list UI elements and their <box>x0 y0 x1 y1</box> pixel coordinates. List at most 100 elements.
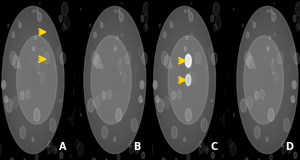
Circle shape <box>150 8 151 10</box>
Circle shape <box>88 99 94 112</box>
Circle shape <box>100 22 103 28</box>
Circle shape <box>294 100 295 102</box>
Ellipse shape <box>251 41 284 119</box>
Circle shape <box>201 118 207 132</box>
Ellipse shape <box>237 6 298 154</box>
Circle shape <box>130 145 131 147</box>
Circle shape <box>159 24 160 27</box>
Circle shape <box>221 71 227 83</box>
Circle shape <box>195 52 201 64</box>
Circle shape <box>146 17 151 30</box>
Ellipse shape <box>3 9 63 151</box>
Circle shape <box>80 8 81 10</box>
Circle shape <box>24 159 26 160</box>
Ellipse shape <box>99 43 130 117</box>
Ellipse shape <box>154 6 215 154</box>
Circle shape <box>274 2 275 5</box>
Circle shape <box>20 126 26 139</box>
Circle shape <box>289 148 290 151</box>
Ellipse shape <box>246 28 289 132</box>
Circle shape <box>296 2 300 16</box>
Ellipse shape <box>25 60 41 100</box>
Ellipse shape <box>6 16 60 144</box>
Ellipse shape <box>241 16 294 144</box>
Circle shape <box>248 55 253 68</box>
Circle shape <box>226 134 230 143</box>
Circle shape <box>142 152 145 159</box>
Ellipse shape <box>89 19 141 141</box>
Circle shape <box>269 36 271 40</box>
Circle shape <box>253 64 256 69</box>
Ellipse shape <box>257 56 278 104</box>
Circle shape <box>12 32 15 38</box>
Ellipse shape <box>172 51 197 109</box>
Circle shape <box>191 2 192 5</box>
Circle shape <box>212 53 217 64</box>
Ellipse shape <box>165 33 204 127</box>
Ellipse shape <box>29 70 37 90</box>
Circle shape <box>92 158 96 160</box>
Circle shape <box>253 22 256 28</box>
Ellipse shape <box>259 60 275 100</box>
Ellipse shape <box>155 9 214 151</box>
Circle shape <box>188 9 190 13</box>
Ellipse shape <box>14 33 52 127</box>
Circle shape <box>0 143 2 156</box>
Circle shape <box>138 71 144 83</box>
Circle shape <box>184 10 186 12</box>
Circle shape <box>18 20 19 22</box>
Ellipse shape <box>93 28 136 132</box>
Circle shape <box>120 59 122 63</box>
Ellipse shape <box>31 75 35 85</box>
Ellipse shape <box>247 31 288 129</box>
Ellipse shape <box>157 14 212 146</box>
Circle shape <box>48 152 49 155</box>
Ellipse shape <box>249 36 286 124</box>
Circle shape <box>187 154 190 160</box>
Circle shape <box>259 159 260 160</box>
Circle shape <box>26 89 30 99</box>
Circle shape <box>152 155 154 158</box>
Circle shape <box>68 71 74 83</box>
Circle shape <box>282 152 283 155</box>
Circle shape <box>213 2 219 16</box>
Ellipse shape <box>244 24 291 136</box>
Ellipse shape <box>159 19 210 141</box>
Ellipse shape <box>245 26 290 134</box>
Ellipse shape <box>167 38 202 122</box>
Circle shape <box>298 17 300 30</box>
Circle shape <box>247 96 253 108</box>
Ellipse shape <box>2 6 64 154</box>
Ellipse shape <box>256 53 278 107</box>
Circle shape <box>2 81 5 89</box>
Circle shape <box>120 72 121 74</box>
Circle shape <box>172 91 176 100</box>
Circle shape <box>284 118 290 132</box>
Circle shape <box>274 33 275 37</box>
Ellipse shape <box>30 73 36 87</box>
Circle shape <box>141 15 144 22</box>
Circle shape <box>291 96 294 102</box>
Ellipse shape <box>13 31 54 129</box>
Ellipse shape <box>8 21 58 139</box>
Circle shape <box>115 47 116 51</box>
Ellipse shape <box>28 68 38 92</box>
Circle shape <box>143 2 150 16</box>
Ellipse shape <box>158 16 211 144</box>
Circle shape <box>150 113 152 116</box>
Ellipse shape <box>96 36 133 124</box>
Circle shape <box>60 53 66 64</box>
Ellipse shape <box>114 78 116 82</box>
Ellipse shape <box>92 26 137 134</box>
Circle shape <box>117 154 120 160</box>
Circle shape <box>170 64 173 69</box>
Ellipse shape <box>182 75 187 85</box>
Circle shape <box>189 13 193 21</box>
Ellipse shape <box>103 53 126 107</box>
Circle shape <box>242 24 244 27</box>
Circle shape <box>176 159 177 160</box>
Circle shape <box>233 113 235 116</box>
Circle shape <box>199 141 204 153</box>
Ellipse shape <box>162 26 207 134</box>
Circle shape <box>215 17 221 30</box>
